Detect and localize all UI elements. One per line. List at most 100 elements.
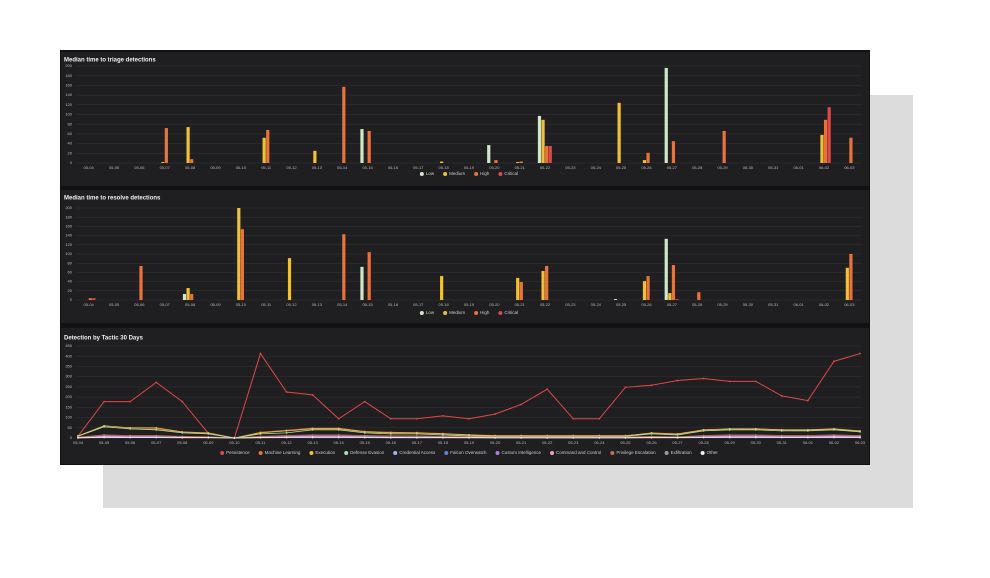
line-point (780, 429, 783, 432)
line-point (415, 433, 418, 435)
x-tick-label: 05-17 (413, 165, 424, 170)
x-tick-label: 05-27 (672, 440, 683, 445)
bar (92, 298, 96, 300)
y-tick-label: 100 (65, 251, 72, 256)
bar (487, 145, 491, 163)
line-point (363, 400, 366, 403)
x-tick-label: 05-29 (725, 440, 736, 445)
line-point (520, 403, 523, 406)
x-tick-label: 05-29 (717, 302, 728, 307)
line-point (337, 436, 340, 439)
x-tick-label: 05-19 (464, 440, 475, 445)
x-tick-label: 05-12 (286, 302, 297, 307)
y-tick-label: 40 (68, 279, 73, 284)
line-point (546, 436, 549, 439)
x-tick-label: 05-30 (743, 302, 754, 307)
y-tick-label: 200 (65, 63, 72, 68)
line-point (520, 436, 523, 439)
bar (617, 102, 621, 163)
x-tick-label: 05-12 (281, 440, 292, 445)
x-tick-label: 06-03 (844, 165, 855, 170)
line-point (494, 436, 496, 439)
bar (548, 146, 552, 163)
x-tick-label: 05-26 (646, 440, 657, 445)
x-tick-label: 05-17 (412, 440, 423, 445)
x-tick-label: 05-24 (591, 165, 602, 170)
legend-label: Medium (449, 310, 465, 315)
line-point (155, 428, 158, 431)
x-tick-label: 05-19 (464, 302, 475, 307)
y-tick-label: 80 (68, 260, 73, 265)
legend-label: Low (426, 171, 435, 176)
y-tick-label: 200 (65, 394, 72, 399)
legend-label: Medium (449, 171, 465, 176)
legend-swatch (495, 451, 500, 455)
line-point (859, 430, 861, 433)
x-tick-label: 06-02 (829, 440, 840, 445)
x-tick-label: 06-02 (819, 302, 830, 307)
x-tick-label: 05-10 (236, 165, 247, 170)
x-tick-label: 05-19 (464, 165, 475, 170)
legend-swatch (700, 451, 705, 455)
line-point (181, 431, 184, 434)
legend-swatch (498, 311, 503, 315)
line-point (155, 436, 158, 439)
x-tick-label: 05-09 (210, 302, 221, 307)
bar (671, 141, 676, 163)
x-tick-label: 05-22 (540, 165, 551, 170)
bar (266, 130, 270, 163)
line-point (650, 384, 653, 387)
x-tick-label: 05-14 (334, 440, 345, 445)
line-point (650, 433, 653, 435)
line-point (754, 436, 757, 439)
line-point (389, 436, 392, 439)
x-tick-label: 05-20 (490, 440, 501, 445)
line-point (494, 413, 496, 415)
legend-label: Machine Learning (265, 450, 301, 455)
y-tick-label: 180 (65, 73, 72, 78)
line-point (103, 400, 105, 403)
line-point (728, 428, 731, 431)
x-tick-label: 05-04 (73, 440, 84, 445)
bar (541, 119, 545, 163)
line-point (780, 436, 783, 439)
line-point (859, 352, 861, 355)
line-point (415, 435, 418, 437)
x-tick-label: 05-23 (565, 302, 576, 307)
x-tick-label: 05-09 (203, 440, 214, 445)
bar (139, 265, 143, 300)
legend-label: Exfiltration (671, 450, 693, 455)
bar (360, 129, 364, 163)
x-tick-label: 05-10 (236, 302, 247, 307)
line-point (442, 436, 444, 439)
y-tick-label: 0 (70, 297, 73, 302)
legend-swatch (474, 172, 479, 176)
line-point (806, 429, 809, 432)
bar (646, 152, 650, 163)
x-tick-label: 05-17 (413, 302, 424, 307)
bar (342, 86, 346, 163)
line-point (598, 436, 601, 439)
line-point (155, 434, 158, 437)
y-tick-label: 20 (68, 150, 73, 155)
x-tick-label: 05-07 (160, 302, 171, 307)
line-point (833, 428, 835, 431)
legend-swatch (220, 451, 225, 455)
line-point (754, 380, 757, 383)
line-point (833, 360, 835, 363)
x-tick-label: 05-28 (692, 302, 703, 307)
x-tick-label: 05-18 (439, 165, 450, 170)
line-point (155, 426, 158, 429)
line-point (468, 436, 470, 439)
y-tick-label: 120 (65, 102, 72, 107)
line-point (442, 415, 444, 417)
legend-swatch (344, 451, 349, 455)
y-tick-label: 20 (68, 288, 73, 293)
bar (164, 128, 168, 163)
legend-label: Credential Access (399, 450, 436, 455)
bar (664, 67, 668, 163)
bar (671, 265, 676, 300)
legend-label: Critical (504, 310, 518, 315)
bar (642, 160, 647, 163)
